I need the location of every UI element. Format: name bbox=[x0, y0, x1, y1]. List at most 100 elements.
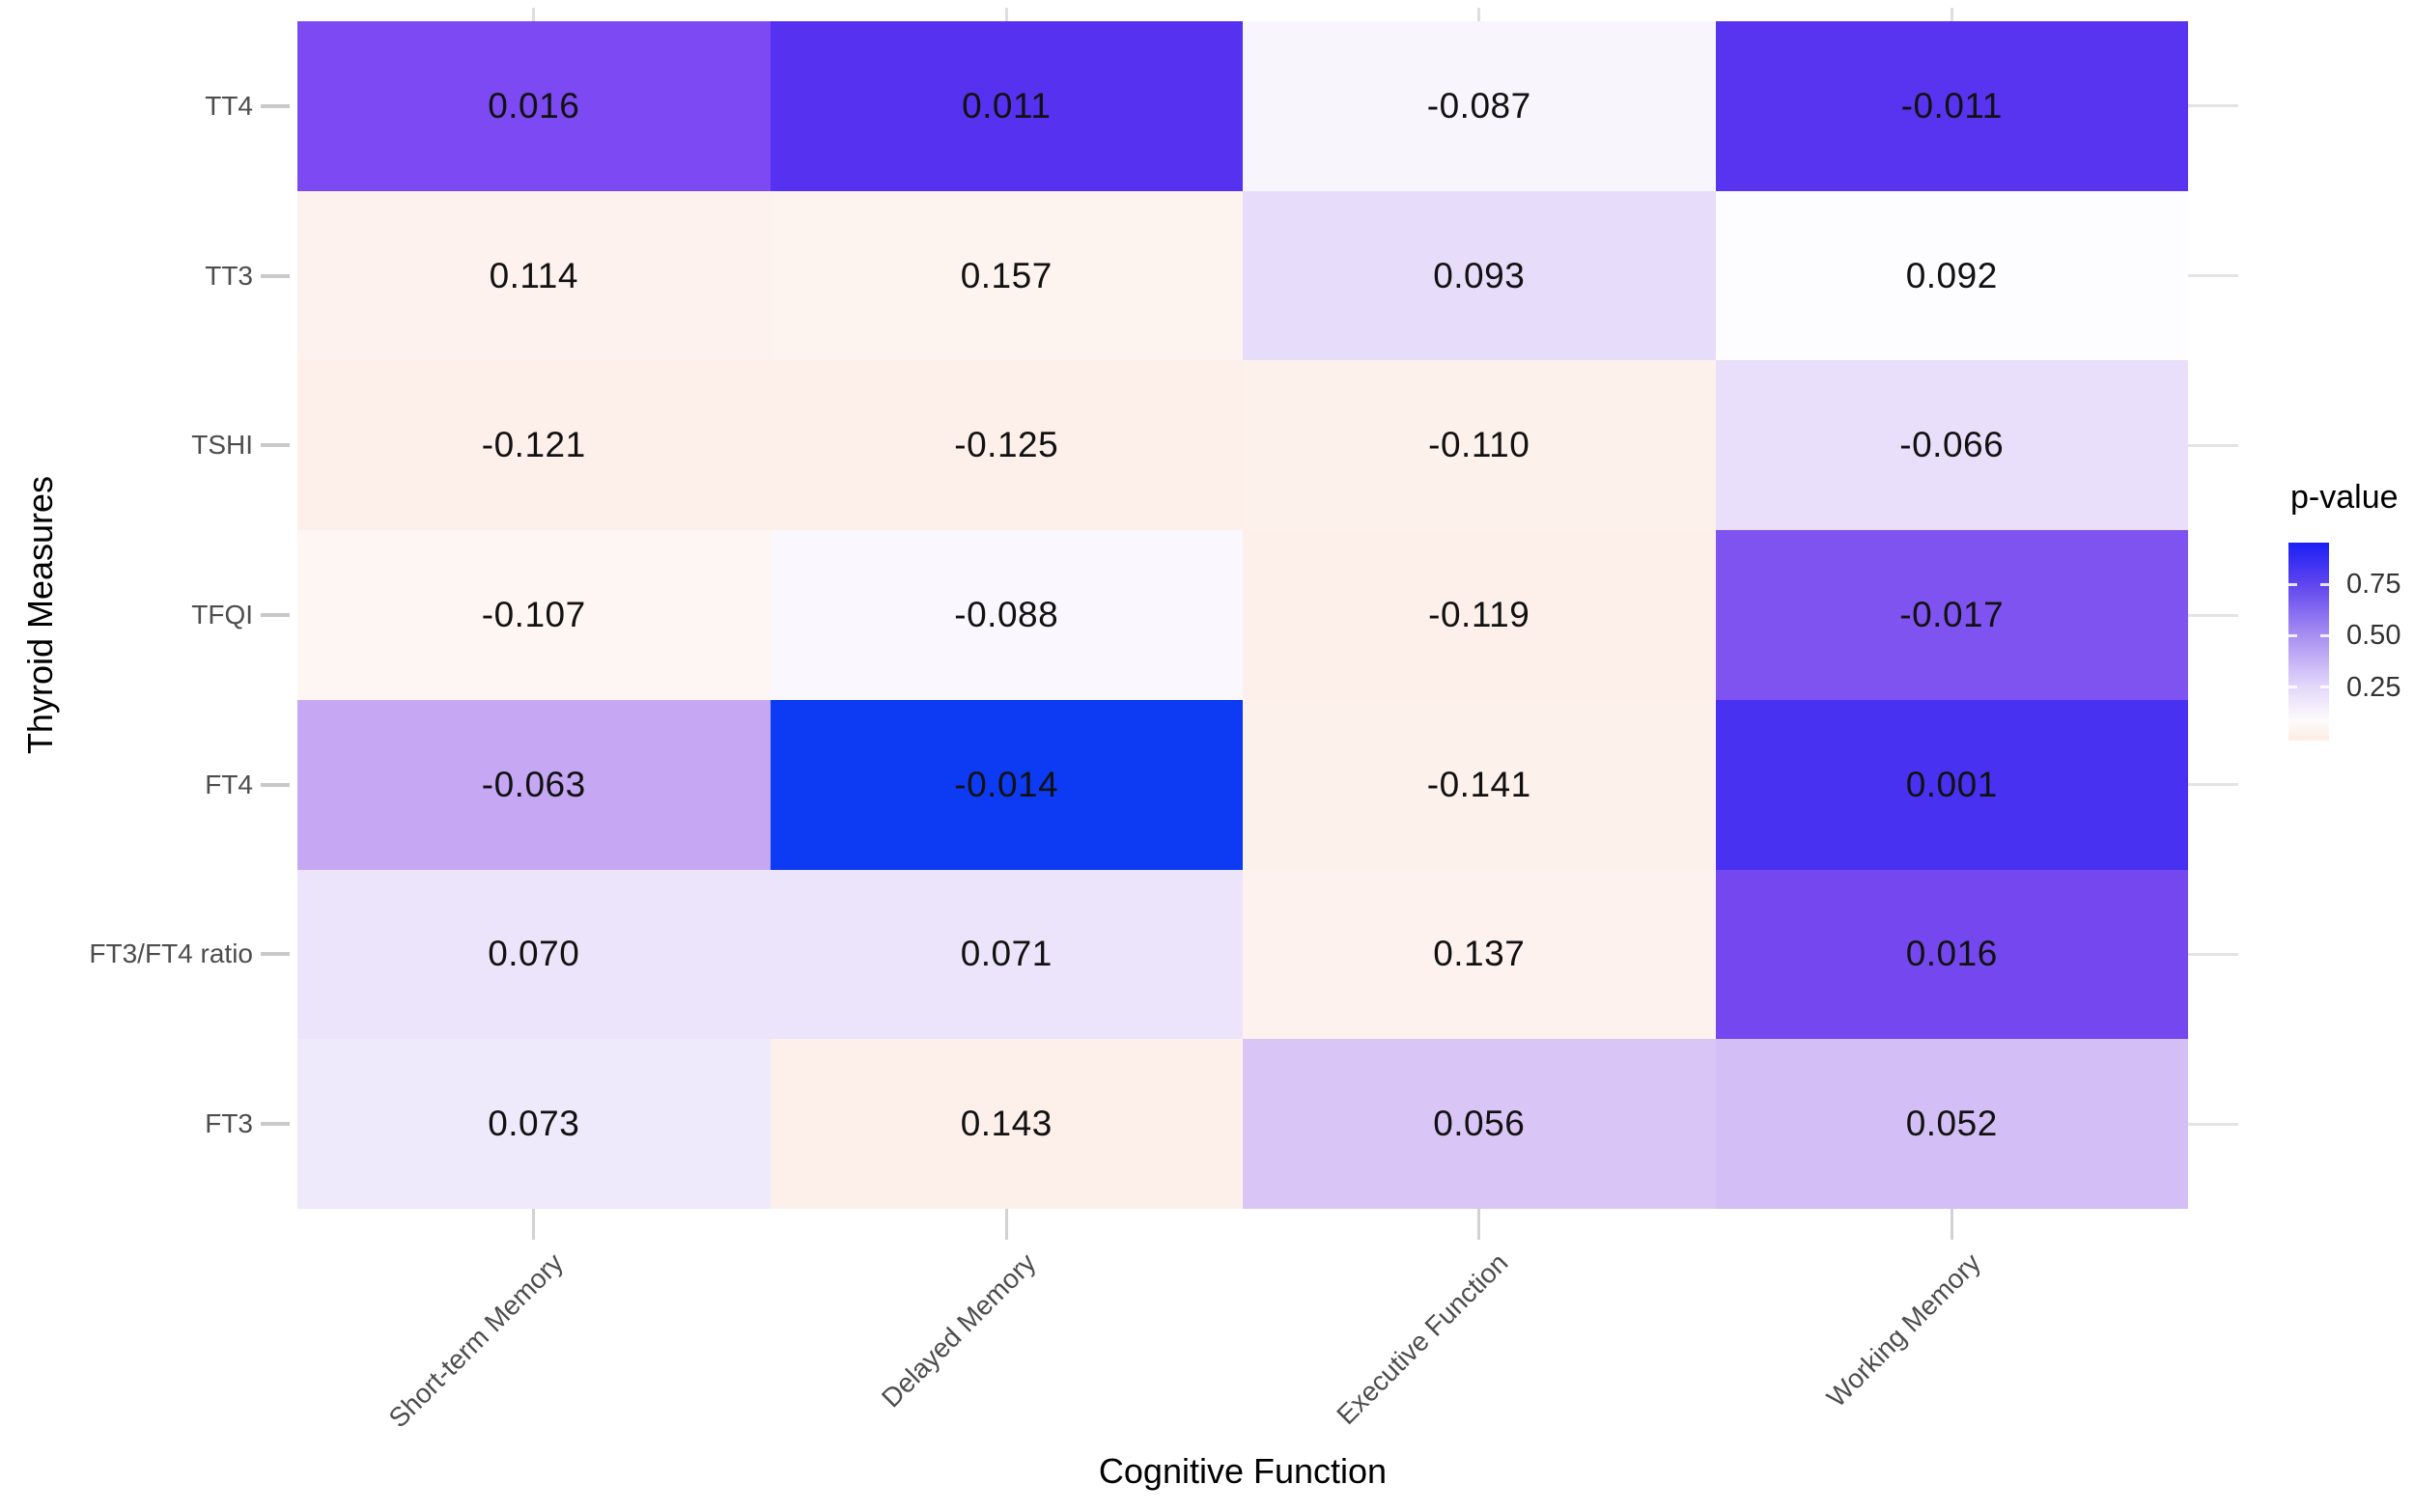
cell-value-label: 0.073 bbox=[488, 1104, 580, 1144]
gridline-dash-right bbox=[2188, 104, 2238, 108]
heatmap-cell: 0.056 bbox=[1243, 1039, 1716, 1209]
y-axis-tick-mark bbox=[261, 1122, 290, 1127]
x-axis-tick-label: Executive Function bbox=[1331, 1247, 1514, 1431]
cell-value-label: -0.066 bbox=[1899, 425, 2005, 465]
x-axis-tick-label: Working Memory bbox=[1820, 1247, 1987, 1414]
heatmap-cell: 0.157 bbox=[770, 190, 1243, 361]
y-axis-tick-label: TFQI bbox=[191, 600, 253, 630]
cell-value-label: 0.011 bbox=[962, 85, 1052, 126]
heatmap-cell: -0.011 bbox=[1715, 21, 2188, 191]
cell-value-label: 0.137 bbox=[1433, 934, 1526, 974]
gridline-dash-top bbox=[1950, 8, 1953, 21]
cell-value-label: -0.107 bbox=[481, 594, 586, 634]
heatmap-cell: 0.143 bbox=[770, 1039, 1243, 1209]
heatmap-cell: -0.066 bbox=[1715, 360, 2188, 531]
heatmap-cell: -0.125 bbox=[770, 360, 1243, 531]
cell-value-label: 0.143 bbox=[960, 1104, 1053, 1144]
legend-tick-notch bbox=[2320, 582, 2329, 586]
cell-value-label: -0.119 bbox=[1428, 594, 1530, 634]
x-axis-tick-mark bbox=[1477, 1209, 1481, 1240]
cell-value-label: -0.087 bbox=[1426, 85, 1531, 126]
x-axis-tick-mark bbox=[532, 1209, 536, 1240]
cell-value-label: -0.063 bbox=[481, 764, 586, 804]
cell-value-label: -0.017 bbox=[1899, 594, 2005, 634]
gridline-dash-top bbox=[532, 8, 536, 21]
heatmap-cell: 0.093 bbox=[1243, 190, 1716, 361]
gridline-dash-right bbox=[2188, 613, 2238, 617]
legend-tick-notch bbox=[2288, 582, 2297, 586]
heatmap-cell: -0.017 bbox=[1715, 530, 2188, 700]
cell-value-label: -0.121 bbox=[481, 425, 586, 465]
legend-tick-notch bbox=[2288, 686, 2297, 689]
x-axis-tick-label: Short-term Memory bbox=[382, 1247, 569, 1434]
gridline-dash-right bbox=[2188, 443, 2238, 447]
cell-value-label: -0.088 bbox=[954, 594, 1059, 634]
heatmap-cell: -0.014 bbox=[770, 699, 1243, 870]
x-axis-tick-label: Delayed Memory bbox=[875, 1247, 1042, 1414]
heatmap-cell: -0.110 bbox=[1243, 360, 1716, 531]
heatmap-cell: 0.016 bbox=[1715, 869, 2188, 1040]
heatmap-cell: -0.087 bbox=[1243, 21, 1716, 191]
cell-value-label: 0.016 bbox=[1905, 934, 1998, 974]
legend-tick-notch bbox=[2320, 686, 2329, 689]
cell-value-label: 0.157 bbox=[960, 255, 1053, 295]
heatmap-cell: -0.141 bbox=[1243, 699, 1716, 870]
gridline-dash-top bbox=[1477, 8, 1481, 21]
x-axis-tick-mark bbox=[1950, 1209, 1953, 1240]
gridline-dash-right bbox=[2188, 952, 2238, 956]
cell-value-label: 0.016 bbox=[488, 85, 580, 126]
cell-value-label: 0.114 bbox=[489, 255, 578, 295]
x-axis-title: Cognitive Function bbox=[1098, 1451, 1388, 1491]
heatmap-cell: 0.137 bbox=[1243, 869, 1716, 1040]
cell-value-label: -0.011 bbox=[1900, 85, 2003, 126]
heatmap-panel: 0.016 0.011 -0.087 -0.011 0.114 0.157 0.093 0.0… bbox=[297, 21, 2188, 1209]
cell-value-label: -0.141 bbox=[1426, 764, 1531, 804]
cell-value-label: 0.052 bbox=[1905, 1104, 1998, 1144]
heatmap-cell: 0.011 bbox=[770, 21, 1243, 191]
gridline-dash-right bbox=[2188, 783, 2238, 787]
heatmap-cell: -0.121 bbox=[297, 360, 771, 531]
y-axis-tick-label: FT3 bbox=[205, 1108, 253, 1139]
heatmap-cell: 0.114 bbox=[297, 190, 771, 361]
legend-tick-notch bbox=[2288, 633, 2297, 637]
y-axis-tick-mark bbox=[261, 952, 290, 957]
cell-value-label: -0.014 bbox=[954, 764, 1059, 804]
cell-value-label: -0.110 bbox=[1428, 425, 1530, 465]
cell-value-label: -0.125 bbox=[954, 425, 1059, 465]
heatmap-cell: 0.070 bbox=[297, 869, 771, 1040]
legend-tick-label: 0.50 bbox=[2346, 620, 2401, 652]
x-axis-tick-mark bbox=[1004, 1209, 1008, 1240]
y-axis-title: Thyroid Measures bbox=[20, 475, 60, 755]
y-axis-tick-label: TT4 bbox=[205, 90, 253, 121]
cell-value-label: 0.071 bbox=[960, 934, 1053, 974]
heatmap-cell: -0.063 bbox=[297, 699, 771, 870]
cell-value-label: 0.070 bbox=[488, 934, 580, 974]
legend-tick-label: 0.75 bbox=[2346, 569, 2401, 601]
heatmap-cell: 0.052 bbox=[1715, 1039, 2188, 1209]
legend-title: p-value bbox=[2290, 479, 2399, 516]
heatmap-cell: 0.071 bbox=[770, 869, 1243, 1040]
colorbar-gradient bbox=[2288, 543, 2329, 741]
y-axis-tick-mark bbox=[261, 782, 290, 787]
heatmap-cell: 0.092 bbox=[1715, 190, 2188, 361]
cell-value-label: 0.092 bbox=[1905, 255, 1998, 295]
legend-tick-label: 0.25 bbox=[2346, 671, 2401, 703]
heatmap-cell: 0.001 bbox=[1715, 699, 2188, 870]
gridline-dash-right bbox=[2188, 1122, 2238, 1126]
cell-value-label: 0.001 bbox=[1905, 764, 1998, 804]
y-axis-tick-label: TSHI bbox=[191, 430, 253, 461]
heatmap-cell: -0.107 bbox=[297, 530, 771, 700]
y-axis-tick-label: FT4 bbox=[205, 769, 253, 799]
y-axis-tick-mark bbox=[261, 443, 290, 448]
colorbar-legend: p-value 0.75 0.50 0.25 bbox=[2288, 479, 2414, 741]
y-axis-tick-label: FT3/FT4 ratio bbox=[89, 938, 253, 969]
y-axis-tick-mark bbox=[261, 103, 290, 108]
y-axis-tick-mark bbox=[261, 273, 290, 278]
heatmap-cell: -0.119 bbox=[1243, 530, 1716, 700]
heatmap-cell: 0.016 bbox=[297, 21, 771, 191]
heatmap-cell: 0.073 bbox=[297, 1039, 771, 1209]
gridline-dash-right bbox=[2188, 274, 2238, 278]
cell-value-label: 0.056 bbox=[1433, 1104, 1526, 1144]
y-axis-tick-label: TT3 bbox=[205, 260, 253, 291]
